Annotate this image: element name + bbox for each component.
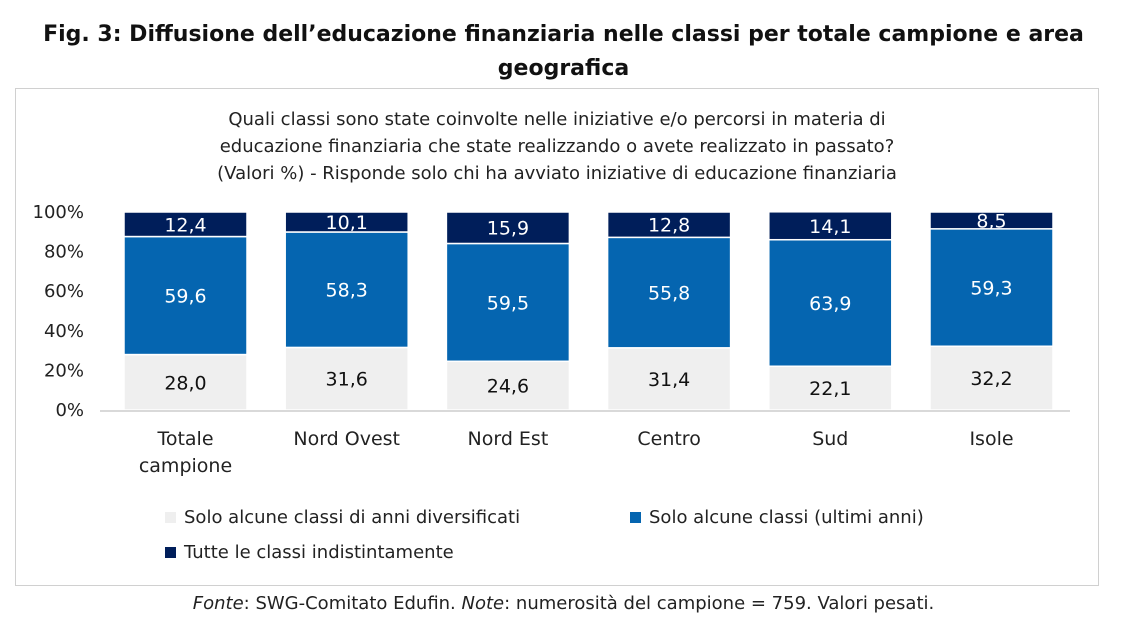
legend-item: Solo alcune classi (ultimi anni): [630, 507, 924, 528]
data-label: 59,6: [164, 286, 206, 308]
data-label: 8,5: [976, 210, 1006, 232]
data-label: 32,2: [970, 368, 1012, 390]
bar-segment: [123, 211, 248, 238]
subtitle-line: educazione finanziaria che state realizz…: [219, 136, 895, 157]
bar-segment: [929, 345, 1054, 411]
data-label: 12,8: [648, 215, 690, 237]
note-text: : numerosità del campione = 759. Valori …: [504, 593, 935, 614]
subtitle-line: (Valori %) - Risponde solo chi ha avviat…: [217, 163, 897, 184]
y-tick-label: 40%: [44, 321, 84, 342]
bar-segment: [445, 242, 571, 363]
bar-segment: [445, 360, 571, 411]
bar-segment: [606, 236, 732, 349]
bar-segment: [606, 347, 732, 411]
data-label: 14,1: [809, 216, 851, 238]
data-label: 31,6: [326, 369, 368, 391]
note-label: Note: [461, 593, 505, 614]
x-tick-label: Nord Ovest: [293, 428, 400, 450]
legend-label: Solo alcune classi (ultimi anni): [649, 507, 924, 528]
data-label: 28,0: [164, 372, 206, 394]
data-label: 59,3: [970, 278, 1012, 300]
chart-frame: [15, 88, 1099, 586]
bar-segment: [929, 211, 1054, 230]
data-label: 10,1: [326, 212, 368, 234]
source-note: Fonte: SWG-Comitato Edufin. Note: numero…: [0, 593, 1127, 614]
x-tick-label: Nord Est: [468, 428, 549, 450]
bar-segment: [768, 365, 893, 411]
chart-subtitle: Quali classi sono state coinvolte nelle …: [15, 106, 1099, 187]
data-label: 58,3: [326, 280, 368, 302]
x-tick-label: Sud: [812, 428, 848, 450]
data-label: 59,5: [487, 292, 529, 314]
data-label: 63,9: [809, 293, 851, 315]
data-label: 15,9: [487, 218, 529, 240]
legend-label: Tutte le classi indistintamente: [184, 542, 454, 563]
legend-label: Solo alcune classi di anni diversificati: [184, 507, 521, 528]
bar-segment: [768, 211, 893, 241]
subtitle-line: Quali classi sono state coinvolte nelle …: [228, 109, 886, 130]
legend-swatch: [630, 512, 641, 523]
x-tick-label: Isole: [969, 428, 1013, 450]
x-tick-label: Centro: [637, 428, 700, 450]
bar-segment: [284, 346, 409, 411]
y-tick-label: 60%: [44, 281, 84, 302]
fonte-text: : SWG-Comitato Edufin.: [243, 593, 462, 614]
legend-item: Tutte le classi indistintamente: [165, 542, 454, 563]
x-tick-label: Totale: [156, 428, 213, 450]
bar-segment: [123, 235, 248, 356]
data-label: 31,4: [648, 369, 690, 391]
bar-segment: [768, 238, 893, 367]
bar-segment: [284, 211, 409, 233]
legend-swatch: [165, 512, 176, 523]
x-tick-label: campione: [139, 455, 232, 477]
fonte-label: Fonte: [192, 593, 244, 614]
legend-swatch: [165, 547, 176, 558]
legend-item: Solo alcune classi di anni diversificati: [165, 507, 520, 528]
figure-title: Fig. 3: Diffusione dell’educazione finan…: [43, 22, 1084, 81]
y-tick-label: 0%: [55, 400, 84, 421]
bar-segment: [929, 228, 1054, 347]
data-label: 55,8: [648, 283, 690, 305]
data-label: 12,4: [164, 214, 206, 236]
y-tick-label: 80%: [44, 242, 84, 263]
bar-segment: [606, 211, 732, 239]
bar-segment: [284, 231, 409, 349]
bar-segment: [445, 211, 571, 245]
data-label: 22,1: [809, 378, 851, 400]
y-tick-label: 100%: [33, 202, 84, 223]
data-label: 24,6: [487, 376, 529, 398]
y-tick-label: 20%: [44, 360, 84, 381]
